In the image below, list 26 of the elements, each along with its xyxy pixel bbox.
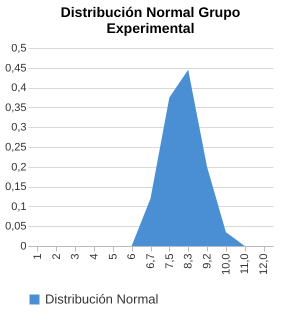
x-tick-label: 12,0 [258, 254, 270, 275]
y-tick-label: 0,05 [5, 220, 26, 233]
y-tick-label: 0 [20, 240, 26, 252]
x-tick-label: 5 [107, 254, 120, 260]
chart-title: Distribución Normal Grupo Experimental [60, 4, 240, 36]
y-tick-label: 0,5 [11, 42, 26, 54]
y-tick-label: 0,4 [11, 82, 26, 94]
legend-label: Distribución Normal [45, 292, 159, 306]
x-tick-label: 2 [50, 254, 63, 260]
y-tick-label: 0,25 [5, 142, 26, 154]
x-tick-label: 8,3 [182, 254, 195, 269]
y-tick-label: 0,35 [5, 102, 26, 114]
x-tick-label: 4 [88, 254, 100, 260]
x-tick-label: 10,0 [220, 254, 232, 275]
x-tick-label: 3 [70, 254, 82, 260]
x-tick-label: 6 [126, 254, 138, 260]
x-tick-label: 6,7 [145, 254, 157, 269]
x-tick-label: 1 [32, 254, 44, 260]
y-tick-label: 0,1 [11, 200, 26, 213]
y-tick-label: 0,2 [11, 161, 26, 174]
y-tick-label: 0,3 [11, 122, 26, 134]
x-tick-label: 7,5 [164, 254, 176, 269]
x-tick-label: 11,0 [239, 254, 252, 274]
y-tick-label: 0,45 [5, 62, 26, 74]
y-tick-label: 0,15 [5, 181, 26, 194]
x-tick-label: 9,2 [202, 254, 214, 269]
